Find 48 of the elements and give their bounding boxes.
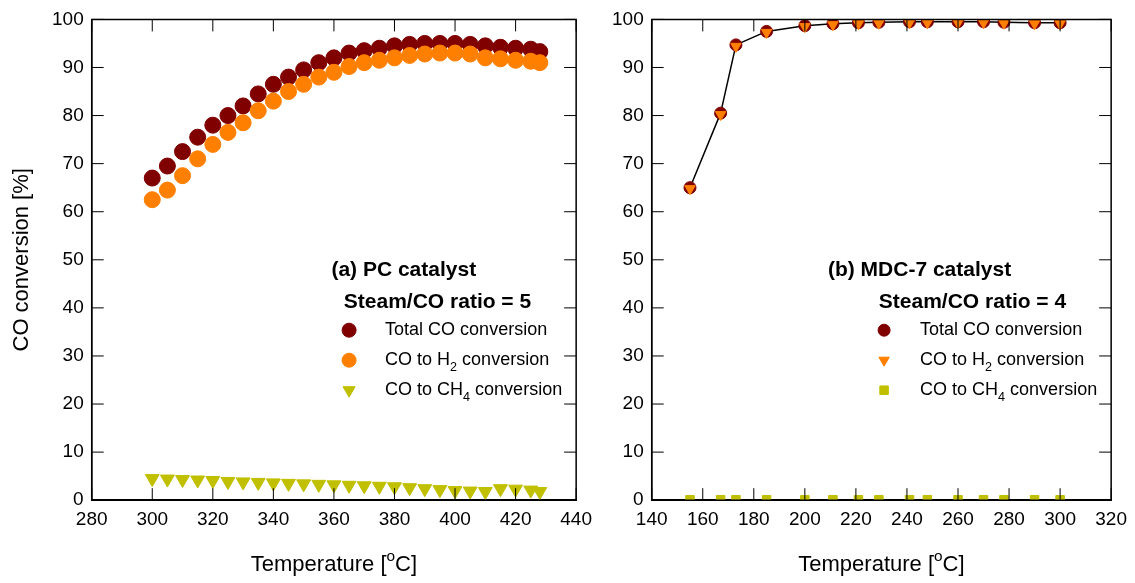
y-tick-label: 40 bbox=[622, 296, 644, 318]
x-tick-label: 300 bbox=[136, 507, 169, 529]
x-tick-label: 280 bbox=[993, 507, 1025, 529]
annotation: Steam/CO ratio = 5 bbox=[343, 289, 532, 312]
y-tick-label: 10 bbox=[622, 440, 644, 462]
x-tick-label: 140 bbox=[635, 507, 668, 529]
x-tick-label: 280 bbox=[75, 507, 108, 529]
y-axis-title: CO conversion [%] bbox=[8, 168, 34, 352]
x-tick-label: 300 bbox=[1044, 507, 1076, 529]
y-tick-label: 90 bbox=[622, 55, 644, 77]
y-tick-label: 80 bbox=[622, 103, 644, 125]
x-tick-label: 400 bbox=[439, 507, 471, 529]
y-tick-label: 50 bbox=[62, 248, 84, 270]
x-tick-label: 200 bbox=[789, 507, 821, 529]
y-tick-label: 100 bbox=[612, 7, 644, 29]
x-tick-label: 260 bbox=[942, 507, 974, 529]
y-tick-label: 50 bbox=[622, 248, 644, 270]
x-tick-label: 360 bbox=[318, 507, 350, 529]
y-tick-label: 0 bbox=[73, 488, 84, 510]
x-tick-label: 380 bbox=[378, 507, 411, 529]
annotation: (b) MDC-7 catalyst bbox=[827, 257, 1012, 280]
y-tick-label: 80 bbox=[62, 103, 84, 125]
y-tick-label: 10 bbox=[62, 440, 84, 462]
y-tick-label: 60 bbox=[622, 199, 644, 221]
y-tick-label: 30 bbox=[62, 344, 84, 366]
y-tick-label: 40 bbox=[62, 296, 84, 318]
y-tick-label: 70 bbox=[622, 151, 644, 173]
x-tick-label: 340 bbox=[257, 507, 290, 529]
annotation: (a) PC catalyst bbox=[331, 257, 477, 280]
x-tick-label: 320 bbox=[1095, 507, 1127, 529]
annotation: Steam/CO ratio = 4 bbox=[878, 289, 1067, 312]
x-tick-label: 240 bbox=[891, 507, 923, 529]
y-tick-label: 90 bbox=[62, 55, 84, 77]
x-tick-label: 220 bbox=[840, 507, 872, 529]
x-tick-label: 420 bbox=[499, 507, 532, 529]
x-tick-label: 320 bbox=[196, 507, 229, 529]
x-tick-label: 180 bbox=[737, 507, 770, 529]
y-tick-label: 60 bbox=[62, 199, 84, 221]
legend-label: Total CO conversion bbox=[920, 319, 1083, 340]
y-tick-label: 0 bbox=[633, 488, 644, 510]
legend-label: Total CO conversion bbox=[385, 319, 548, 340]
x-tick-label: 440 bbox=[560, 507, 592, 529]
y-tick-label: 70 bbox=[62, 151, 84, 173]
y-tick-label: 20 bbox=[622, 392, 644, 414]
y-tick-label: 20 bbox=[62, 392, 84, 414]
y-tick-label: 100 bbox=[52, 7, 84, 29]
y-tick-label: 30 bbox=[622, 344, 644, 366]
x-tick-label: 160 bbox=[686, 507, 719, 529]
